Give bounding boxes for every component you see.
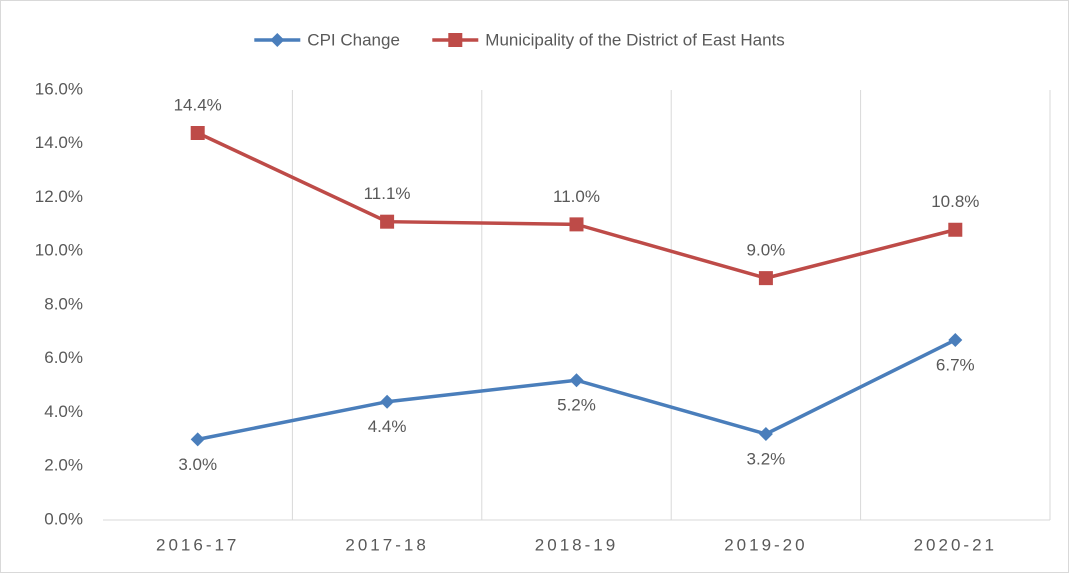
data-label: 4.4% <box>368 417 407 436</box>
y-tick-label: 14.0% <box>35 133 83 152</box>
x-tick-label: 2018-19 <box>535 535 618 554</box>
legend-label: CPI Change <box>307 30 400 49</box>
x-tick-label: 2019-20 <box>724 535 807 554</box>
y-tick-label: 0.0% <box>44 509 83 528</box>
y-tick-label: 2.0% <box>44 456 83 475</box>
data-point <box>190 126 205 140</box>
data-point <box>569 217 584 232</box>
data-label: 10.8% <box>931 192 979 211</box>
legend-marker <box>270 33 285 47</box>
x-tick-label: 2020-21 <box>914 535 997 554</box>
data-label: 11.0% <box>553 187 600 206</box>
y-tick-label: 6.0% <box>44 348 83 367</box>
data-label: 11.1% <box>364 184 411 203</box>
data-point <box>380 394 395 409</box>
y-tick-label: 12.0% <box>35 187 83 206</box>
data-point <box>948 222 963 237</box>
legend-label: Municipality of the District of East Han… <box>485 30 785 49</box>
y-tick-label: 16.0% <box>35 79 83 98</box>
x-tick-label: 2016-17 <box>156 535 239 554</box>
data-label: 3.0% <box>178 455 217 474</box>
data-label: 3.2% <box>747 449 786 468</box>
data-point <box>380 214 395 229</box>
x-tick-label: 2017-18 <box>345 535 428 554</box>
data-point <box>758 271 773 286</box>
data-point <box>948 332 963 347</box>
data-label: 5.2% <box>557 396 596 415</box>
data-point <box>190 432 205 447</box>
data-label: 14.4% <box>174 95 222 114</box>
legend-marker <box>448 33 463 47</box>
data-label: 6.7% <box>936 355 975 374</box>
y-tick-label: 8.0% <box>44 294 83 313</box>
data-point <box>569 373 584 388</box>
y-tick-label: 4.0% <box>44 402 83 421</box>
data-point <box>758 427 773 441</box>
data-label: 9.0% <box>747 241 786 260</box>
y-tick-label: 10.0% <box>35 241 83 260</box>
